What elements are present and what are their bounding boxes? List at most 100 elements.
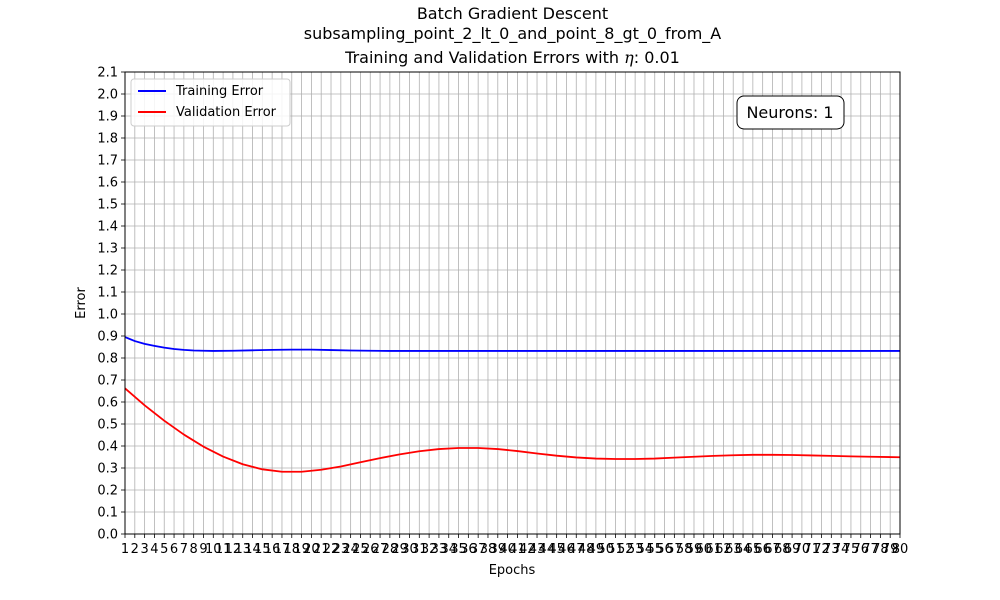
x-tick-label: 57 <box>666 542 683 557</box>
legend-label-validation: Validation Error <box>176 105 277 120</box>
x-tick-label: 11 <box>215 542 232 557</box>
x-tick-label: 14 <box>244 542 261 557</box>
series-lines <box>124 336 901 473</box>
x-axis-label: Epochs <box>489 563 536 578</box>
legend-box <box>130 78 291 127</box>
x-tick-label: 30 <box>401 542 418 557</box>
x-tick-label: 36 <box>460 542 477 557</box>
y-tick-label: 0.1 <box>97 506 118 521</box>
x-tick-label: 34 <box>440 542 457 557</box>
x-tick-label: 52 <box>617 542 634 557</box>
x-tick-label: 20 <box>303 542 320 557</box>
x-tick-label: 23 <box>333 542 350 557</box>
y-tick-label: 0.9 <box>97 330 118 345</box>
y-tick-label: 0.0 <box>97 528 118 543</box>
y-tick-label: 0.4 <box>97 440 118 455</box>
x-tick-label: 66 <box>754 542 771 557</box>
x-tick-label: 3 <box>140 542 148 557</box>
x-tick-label: 6 <box>170 542 178 557</box>
x-tick-label: 40 <box>499 542 516 557</box>
x-tick-label: 16 <box>264 542 281 557</box>
x-tick-label: 54 <box>637 542 654 557</box>
x-tick-label: 42 <box>519 542 536 557</box>
legend: Training Error Validation Error <box>130 78 291 127</box>
x-tick-label: 64 <box>735 542 752 557</box>
x-tick-label: 48 <box>578 542 595 557</box>
x-tick-label: 35 <box>450 542 467 557</box>
x-tick-label: 32 <box>421 542 438 557</box>
y-tick-label: 1.8 <box>97 132 118 147</box>
x-tick-label: 44 <box>539 542 556 557</box>
x-tick-label: 79 <box>882 542 899 557</box>
y-tick-label: 1.9 <box>97 110 118 125</box>
x-tick-label: 1 <box>121 542 129 557</box>
grid-lines <box>124 71 901 535</box>
x-tick-label: 12 <box>225 542 242 557</box>
x-tick-label: 2 <box>131 542 139 557</box>
x-tick-label: 68 <box>774 542 791 557</box>
x-tick-label: 7 <box>180 542 188 557</box>
y-tick-label: 1.1 <box>97 286 118 301</box>
y-tick-label: 2.0 <box>97 88 118 103</box>
eta-symbol: η <box>624 48 634 67</box>
neurons-annotation: Neurons: 1 <box>736 95 845 130</box>
x-tick-label: 27 <box>372 542 389 557</box>
x-tick-label: 70 <box>794 542 811 557</box>
x-tick-label: 10 <box>205 542 222 557</box>
x-tick-label: 9 <box>199 542 207 557</box>
x-tick-label: 73 <box>823 542 840 557</box>
x-tick-label: 69 <box>784 542 801 557</box>
x-tick-label: 19 <box>293 542 310 557</box>
x-tick-label: 8 <box>190 542 198 557</box>
x-tick-label: 61 <box>705 542 722 557</box>
y-axis-label: Error <box>74 287 89 319</box>
x-tick-label: 22 <box>323 542 340 557</box>
x-tick-label: 13 <box>234 542 251 557</box>
x-tick-label: 50 <box>597 542 614 557</box>
x-tick-label: 45 <box>548 542 565 557</box>
subtitle-suffix: : 0.01 <box>633 48 680 67</box>
x-tick-label: 33 <box>431 542 448 557</box>
x-tick-label: 25 <box>352 542 369 557</box>
x-tick-label: 65 <box>745 542 762 557</box>
x-tick-label: 62 <box>715 542 732 557</box>
x-tick-label: 37 <box>470 542 487 557</box>
x-tick-label: 71 <box>803 542 820 557</box>
x-tick-label: 51 <box>607 542 624 557</box>
x-tick-label: 47 <box>568 542 585 557</box>
chart-subtitle-eta: Training and Validation Errors with η: 0… <box>0 48 1000 68</box>
x-tick-label: 60 <box>696 542 713 557</box>
subtitle-prefix: Training and Validation Errors with <box>345 48 625 67</box>
x-tick-label: 46 <box>558 542 575 557</box>
x-tick-label: 77 <box>862 542 879 557</box>
x-tick-label: 21 <box>313 542 330 557</box>
y-tick-label: 1.4 <box>97 220 118 235</box>
x-tick-label: 78 <box>872 542 889 557</box>
x-tick-label: 63 <box>725 542 742 557</box>
y-tick-label: 1.2 <box>97 264 118 279</box>
y-tick-label: 2.1 <box>97 66 118 81</box>
x-tick-label: 38 <box>480 542 497 557</box>
validation-error-line <box>124 387 901 473</box>
x-tick-label: 5 <box>160 542 168 557</box>
x-tick-label: 43 <box>529 542 546 557</box>
y-axis-ticks: 0.0 0.1 0.2 0.3 0.4 0.5 0.6 0.7 0.8 0.9 1.0 1.1 1.2 1… <box>97 66 125 543</box>
y-tick-label: 0.3 <box>97 462 118 477</box>
x-tick-label: 76 <box>852 542 869 557</box>
x-tick-label: 39 <box>490 542 507 557</box>
x-tick-label: 4 <box>150 542 158 557</box>
y-tick-label: 0.5 <box>97 418 118 433</box>
annotation-box <box>736 95 845 130</box>
y-tick-label: 0.2 <box>97 484 118 499</box>
x-tick-label: 18 <box>283 542 300 557</box>
y-tick-label: 1.6 <box>97 176 118 191</box>
chart-title: Batch Gradient Descent <box>416 4 609 23</box>
x-tick-label: 53 <box>627 542 644 557</box>
x-tick-label: 31 <box>411 542 428 557</box>
y-tick-label: 1.0 <box>97 308 118 323</box>
x-tick-label: 56 <box>656 542 673 557</box>
x-tick-label: 41 <box>509 542 526 557</box>
x-tick-label: 59 <box>686 542 703 557</box>
